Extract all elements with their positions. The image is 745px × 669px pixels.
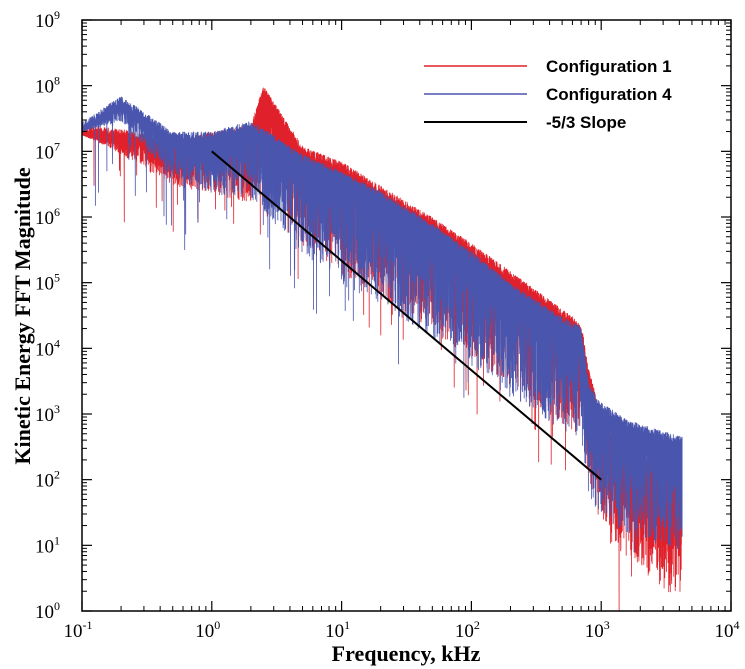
plot-frame xyxy=(81,19,732,612)
series-layer xyxy=(82,87,683,611)
series-line xyxy=(82,87,683,611)
y-tick-label: 101 xyxy=(35,533,60,557)
tick-layer: 10-1 100 101 102 103 104100101102103104105106… xyxy=(35,8,740,642)
y-tick-label: 102 xyxy=(35,468,60,492)
legend-entry-5-3-slope: -5/3 Slope xyxy=(424,113,626,132)
legend-label: Configuration 1 xyxy=(546,57,672,76)
series-configuration-1 xyxy=(82,87,683,611)
legend-label: Configuration 4 xyxy=(546,85,672,104)
legend-label: -5/3 Slope xyxy=(546,113,626,132)
legend-entry-configuration-1: Configuration 1 xyxy=(424,57,672,76)
series-line xyxy=(82,96,683,553)
y-tick-label: 107 xyxy=(35,139,60,163)
y-tick-label: 108 xyxy=(35,74,60,98)
x-tick-label: 103 xyxy=(585,618,610,642)
x-tick-label: 101 xyxy=(325,618,350,642)
legend-entry-configuration-4: Configuration 4 xyxy=(424,85,672,104)
series-line xyxy=(211,150,602,481)
x-tick-label: 102 xyxy=(455,618,480,642)
x-tick-label: 10-1 xyxy=(64,618,93,642)
series-5-3-slope xyxy=(211,150,602,481)
y-axis-label: Kinetic Energy FFT Magnitude xyxy=(10,167,35,464)
x-tick-label: 104 xyxy=(715,618,740,642)
y-tick-label: 100 xyxy=(35,599,60,623)
series-configuration-4 xyxy=(82,96,683,553)
y-tick-label: 106 xyxy=(35,205,60,229)
x-axis-label: Frequency, kHz xyxy=(332,641,481,666)
x-tick-label: 100 xyxy=(195,618,220,642)
y-tick-label: 105 xyxy=(35,271,60,295)
y-tick-label: 104 xyxy=(35,336,60,360)
legend: Configuration 1 Configuration 4 -5/3 Slope xyxy=(424,57,672,132)
y-tick-label: 103 xyxy=(35,402,60,426)
y-tick-label: 109 xyxy=(35,8,60,32)
